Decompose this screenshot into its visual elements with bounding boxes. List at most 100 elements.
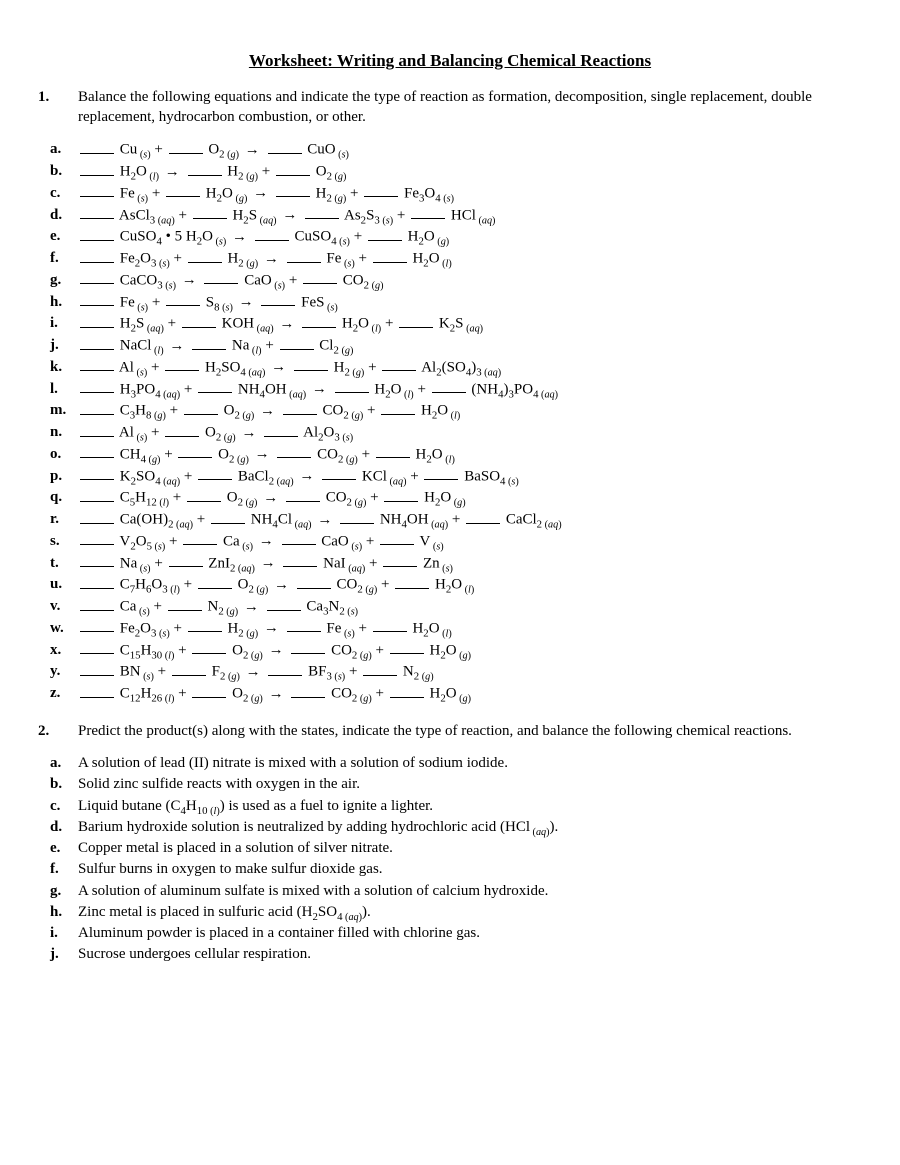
item-text: Sucrose undergoes cellular respiration. (78, 944, 311, 964)
equation-item: o. CH4 (g) + O2 (g) → CO2 (g) + H2O (l) (50, 444, 850, 466)
equation-item: h. Fe (s) + S8 (s) → FeS (s) (50, 292, 850, 314)
equation-item: j. NaCl (l) → Na (l) + Cl2 (g) (50, 335, 850, 357)
item-label: e. (50, 226, 78, 247)
item-text: Copper metal is placed in a solution of … (78, 838, 393, 858)
equation-item: d. AsCl3 (aq) + H2S (aq) → As2S3 (s) + H… (50, 205, 850, 227)
item-label: f. (50, 859, 78, 879)
item-label: n. (50, 422, 78, 443)
equation-item: k. Al (s) + H2SO4 (aq) → H2 (g) + Al2(SO… (50, 357, 850, 379)
item-label: j. (50, 944, 78, 964)
equation-item: l. H3PO4 (aq) + NH4OH (aq) → H2O (l) + (… (50, 379, 850, 401)
equation: Fe (s) + S8 (s) → FeS (s) (78, 292, 338, 313)
equation: C15H30 (l) + O2 (g) → CO2 (g) + H2O (g) (78, 640, 471, 661)
item-label: w. (50, 618, 78, 639)
equation: Al (s) + O2 (g) → Al2O3 (s) (78, 422, 353, 443)
predict-item: c.Liquid butane (C4H10 (l)) is used as a… (50, 796, 850, 817)
equation: CH4 (g) + O2 (g) → CO2 (g) + H2O (l) (78, 444, 455, 465)
item-label: z. (50, 683, 78, 704)
item-text: Barium hydroxide solution is neutralized… (78, 817, 558, 837)
item-text: Solid zinc sulfide reacts with oxygen in… (78, 774, 360, 794)
item-label: s. (50, 531, 78, 552)
item-label: i. (50, 923, 78, 943)
item-label: v. (50, 596, 78, 617)
equation-item: q. C5H12 (l) + O2 (g) → CO2 (g) + H2O (g… (50, 487, 850, 509)
predict-item: a.A solution of lead (II) nitrate is mix… (50, 753, 850, 774)
equation: H2S (aq) + KOH (aq) → H2O (l) + K2S (aq) (78, 313, 483, 334)
equation: K2SO4 (aq) + BaCl2 (aq) → KCl (aq) + BaS… (78, 466, 519, 487)
item-label: g. (50, 881, 78, 901)
worksheet-title: Worksheet: Writing and Balancing Chemica… (50, 50, 850, 73)
question-1-prompt: 1.Balance the following equations and in… (78, 87, 850, 128)
equation-item: m. C3H8 (g) + O2 (g) → CO2 (g) + H2O (l) (50, 400, 850, 422)
equation: Al (s) + H2SO4 (aq) → H2 (g) + Al2(SO4)3… (78, 357, 501, 378)
equation-item: z. C12H26 (l) + O2 (g) → CO2 (g) + H2O (… (50, 683, 850, 705)
predict-item: d.Barium hydroxide solution is neutraliz… (50, 817, 850, 838)
item-label: y. (50, 661, 78, 682)
question-1-text: Balance the following equations and indi… (78, 89, 812, 125)
item-label: c. (50, 796, 78, 816)
equation: Fe2O3 (s) + H2 (g) → Fe (s) + H2O (l) (78, 618, 452, 639)
equation: Na (s) + ZnI2 (aq) → NaI (aq) + Zn (s) (78, 553, 453, 574)
equation-item: g. CaCO3 (s) → CaO (s) + CO2 (g) (50, 270, 850, 292)
item-label: h. (50, 292, 78, 313)
item-label: l. (50, 379, 78, 400)
question-1-items: a. Cu (s) + O2 (g) → CuO (s)b. H2O (l) →… (50, 139, 850, 705)
equation: H3PO4 (aq) + NH4OH (aq) → H2O (l) + (NH4… (78, 379, 558, 400)
item-label: i. (50, 313, 78, 334)
item-label: c. (50, 183, 78, 204)
equation-item: b. H2O (l) → H2 (g) + O2 (g) (50, 161, 850, 183)
item-label: f. (50, 248, 78, 269)
equation-item: y. BN (s) + F2 (g) → BF3 (s) + N2 (g) (50, 661, 850, 683)
item-label: k. (50, 357, 78, 378)
predict-item: g.A solution of aluminum sulfate is mixe… (50, 881, 850, 902)
item-text: Zinc metal is placed in sulfuric acid (H… (78, 902, 371, 922)
predict-item: e.Copper metal is placed in a solution o… (50, 838, 850, 859)
predict-item: f.Sulfur burns in oxygen to make sulfur … (50, 859, 850, 880)
item-label: t. (50, 553, 78, 574)
item-label: q. (50, 487, 78, 508)
item-label: e. (50, 838, 78, 858)
equation-item: a. Cu (s) + O2 (g) → CuO (s) (50, 139, 850, 161)
question-2-prompt: 2.Predict the product(s) along with the … (78, 721, 850, 741)
item-label: b. (50, 161, 78, 182)
equation: Fe (s) + H2O (g) → H2 (g) + Fe3O4 (s) (78, 183, 454, 204)
equation-item: i. H2S (aq) + KOH (aq) → H2O (l) + K2S (… (50, 313, 850, 335)
question-2-items: a.A solution of lead (II) nitrate is mix… (50, 753, 850, 966)
equation: C12H26 (l) + O2 (g) → CO2 (g) + H2O (g) (78, 683, 471, 704)
item-text: Sulfur burns in oxygen to make sulfur di… (78, 859, 383, 879)
equation-item: f. Fe2O3 (s) + H2 (g) → Fe (s) + H2O (l) (50, 248, 850, 270)
item-label: x. (50, 640, 78, 661)
equation: Ca(OH)2 (aq) + NH4Cl (aq) → NH4OH (aq) +… (78, 509, 562, 530)
equation: C5H12 (l) + O2 (g) → CO2 (g) + H2O (g) (78, 487, 466, 508)
item-text: Liquid butane (C4H10 (l)) is used as a f… (78, 796, 433, 816)
equation-item: p. K2SO4 (aq) + BaCl2 (aq) → KCl (aq) + … (50, 466, 850, 488)
item-text: Aluminum powder is placed in a container… (78, 923, 480, 943)
equation-item: e. CuSO4 • 5 H2O (s) → CuSO4 (s) + H2O (… (50, 226, 850, 248)
item-label: p. (50, 466, 78, 487)
equation: CuSO4 • 5 H2O (s) → CuSO4 (s) + H2O (g) (78, 226, 449, 247)
item-label: o. (50, 444, 78, 465)
equation: AsCl3 (aq) + H2S (aq) → As2S3 (s) + HCl … (78, 205, 495, 226)
question-2-number: 2. (58, 721, 78, 741)
equation: NaCl (l) → Na (l) + Cl2 (g) (78, 335, 353, 356)
equation-item: t. Na (s) + ZnI2 (aq) → NaI (aq) + Zn (s… (50, 553, 850, 575)
equation-item: r. Ca(OH)2 (aq) + NH4Cl (aq) → NH4OH (aq… (50, 509, 850, 531)
equation-item: v. Ca (s) + N2 (g) → Ca3N2 (s) (50, 596, 850, 618)
equation: CaCO3 (s) → CaO (s) + CO2 (g) (78, 270, 383, 291)
equation: C3H8 (g) + O2 (g) → CO2 (g) + H2O (l) (78, 400, 460, 421)
item-text: A solution of aluminum sulfate is mixed … (78, 881, 548, 901)
equation: V2O5 (s) + Ca (s) → CaO (s) + V (s) (78, 531, 444, 552)
equation: H2O (l) → H2 (g) + O2 (g) (78, 161, 346, 182)
equation: C7H6O3 (l) + O2 (g) → CO2 (g) + H2O (l) (78, 574, 474, 595)
question-2-text: Predict the product(s) along with the st… (78, 723, 792, 739)
item-label: m. (50, 400, 78, 421)
predict-item: b.Solid zinc sulfide reacts with oxygen … (50, 774, 850, 795)
equation-item: x. C15H30 (l) + O2 (g) → CO2 (g) + H2O (… (50, 640, 850, 662)
item-label: h. (50, 902, 78, 922)
item-label: d. (50, 205, 78, 226)
equation-item: u. C7H6O3 (l) + O2 (g) → CO2 (g) + H2O (… (50, 574, 850, 596)
predict-item: i.Aluminum powder is placed in a contain… (50, 923, 850, 944)
item-label: a. (50, 753, 78, 773)
item-label: g. (50, 270, 78, 291)
equation: Cu (s) + O2 (g) → CuO (s) (78, 139, 349, 160)
